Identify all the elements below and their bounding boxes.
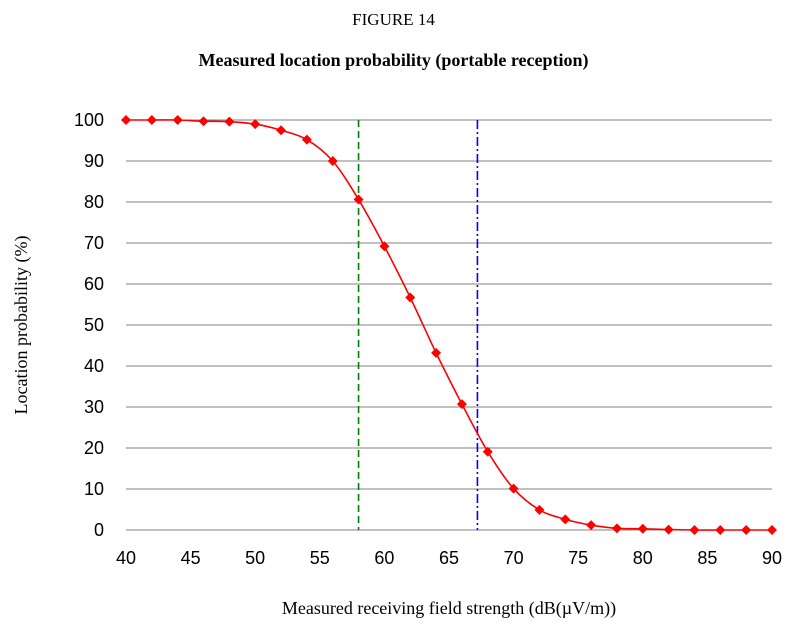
y-tick-label-0: 0 (94, 520, 104, 540)
y-tick-label-10: 10 (84, 479, 104, 499)
data-point-68 (482, 446, 493, 457)
y-tick-label-90: 90 (84, 151, 104, 171)
x-tick-label-80: 80 (633, 548, 653, 568)
y-tick-label-40: 40 (84, 356, 104, 376)
x-tick-label-65: 65 (439, 548, 459, 568)
data-point-76 (586, 520, 597, 531)
data-point-58 (353, 194, 364, 205)
data-point-80 (637, 523, 648, 534)
data-point-88 (741, 525, 752, 535)
data-series (121, 115, 777, 535)
data-point-72 (534, 504, 545, 515)
y-tick-label-70: 70 (84, 233, 104, 253)
y-tick-label-30: 30 (84, 397, 104, 417)
x-tick-label-75: 75 (568, 548, 588, 568)
data-point-52 (276, 125, 287, 136)
y-axis-title: Location probability (%) (11, 236, 32, 415)
x-tick-label-55: 55 (310, 548, 330, 568)
data-point-84 (689, 525, 700, 535)
x-tick-label-50: 50 (245, 548, 265, 568)
data-point-42 (146, 115, 157, 125)
data-point-48 (224, 116, 235, 127)
x-tick-label-90: 90 (762, 548, 782, 568)
data-point-78 (611, 523, 622, 534)
data-point-74 (560, 514, 571, 525)
data-point-62 (405, 292, 416, 303)
data-point-86 (715, 525, 726, 535)
y-tick-label-100: 100 (74, 110, 104, 130)
x-tick-label-70: 70 (504, 548, 524, 568)
data-point-50 (250, 119, 261, 130)
data-point-90 (767, 525, 777, 535)
grid-lines (126, 119, 772, 531)
data-point-66 (456, 399, 467, 410)
data-point-54 (301, 134, 312, 145)
data-point-82 (663, 524, 674, 535)
y-tick-label-60: 60 (84, 274, 104, 294)
x-tick-label-45: 45 (181, 548, 201, 568)
x-axis-ticks: 40 45 50 55 60 65 70 75 80 85 90 (116, 548, 782, 568)
data-point-70 (508, 483, 519, 494)
data-point-40 (121, 115, 131, 125)
y-axis-ticks: 0 10 20 30 40 50 60 70 80 90 100 (74, 110, 104, 540)
figure-label: FIGURE 14 (352, 10, 435, 29)
chart-title: Measured location probability (portable … (198, 50, 589, 70)
x-axis-title: Measured receiving field strength (dB(µV… (282, 598, 616, 619)
data-point-44 (172, 115, 183, 125)
y-tick-label-80: 80 (84, 192, 104, 212)
data-point-60 (379, 241, 390, 252)
y-tick-label-20: 20 (84, 438, 104, 458)
x-tick-label-40: 40 (116, 548, 136, 568)
y-tick-label-50: 50 (84, 315, 104, 335)
x-tick-label-85: 85 (697, 548, 717, 568)
data-point-46 (198, 116, 209, 127)
data-point-56 (327, 156, 338, 166)
x-tick-label-60: 60 (374, 548, 394, 568)
reference-lines (357, 120, 479, 530)
data-point-64 (431, 347, 442, 358)
